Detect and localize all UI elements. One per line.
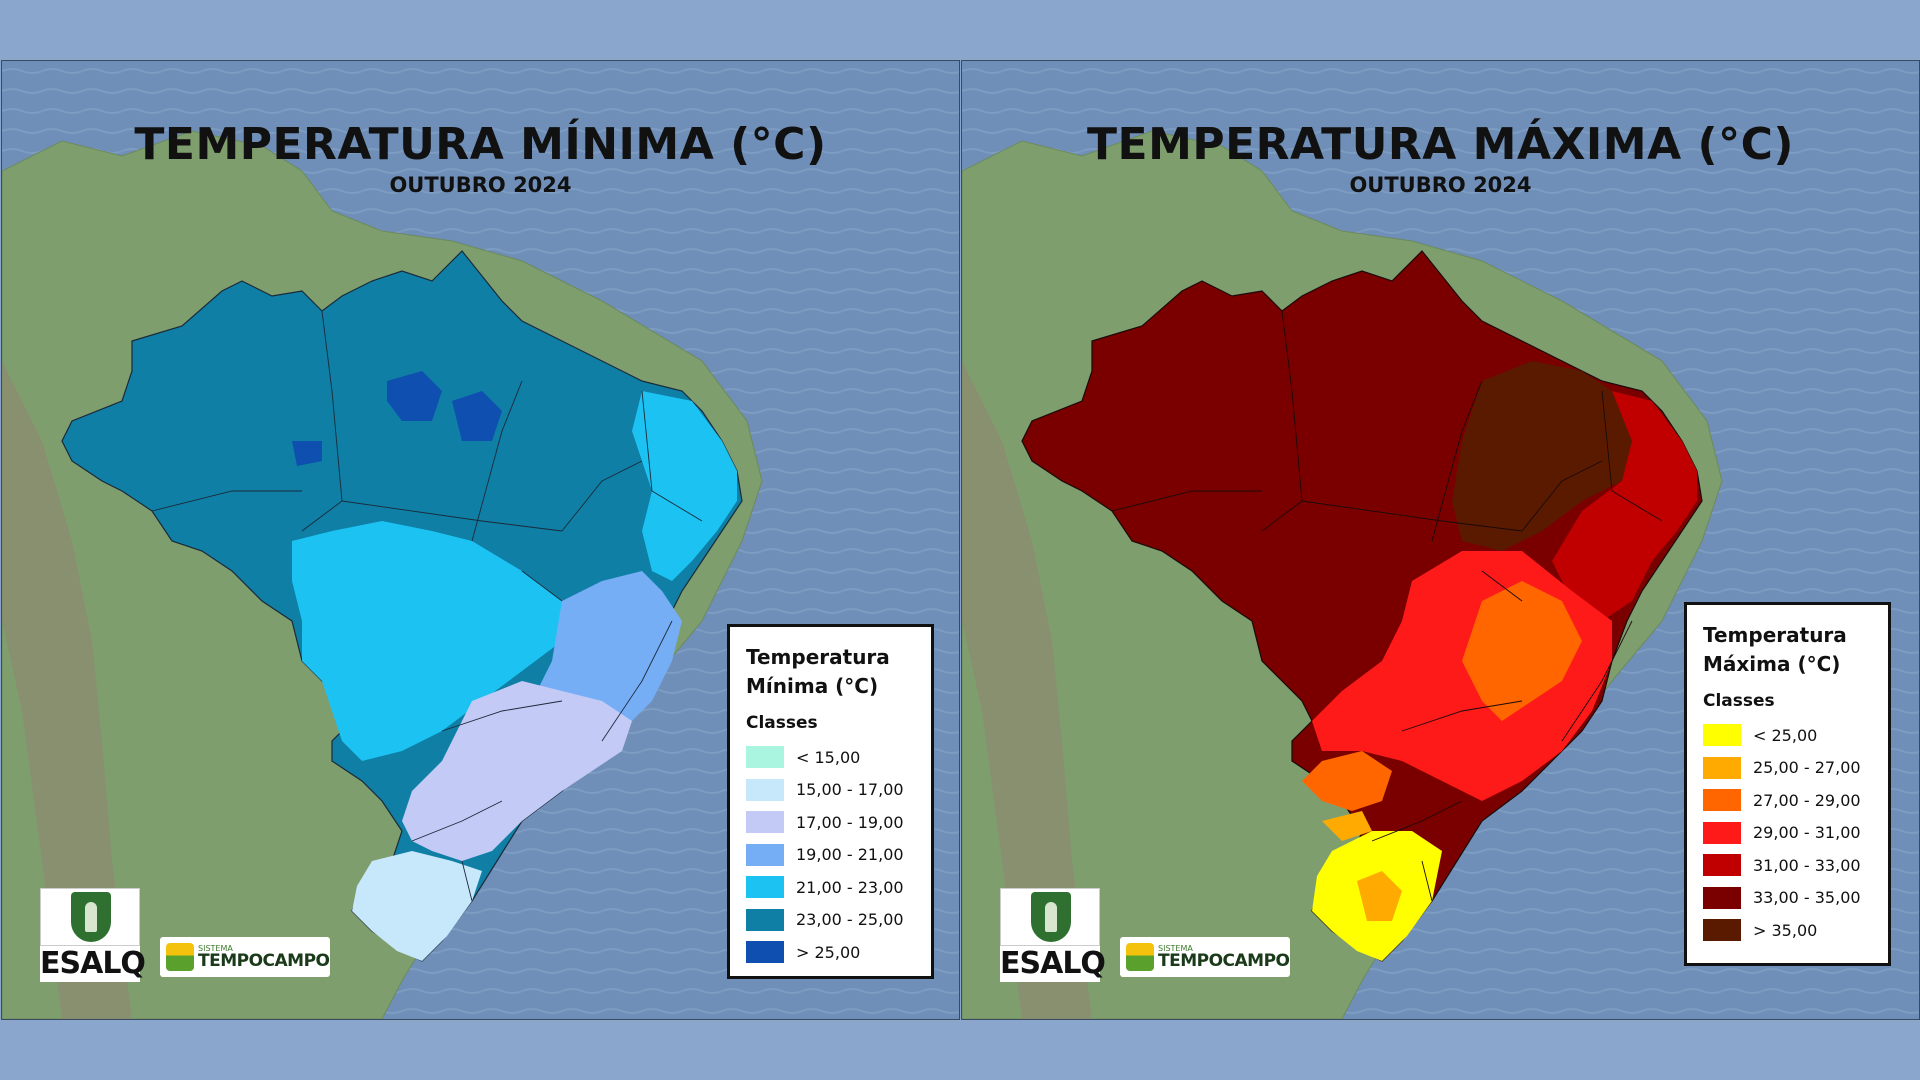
brazil-region — [1357, 871, 1402, 921]
brazil-region — [292, 441, 322, 466]
legend-label: > 25,00 — [796, 942, 861, 962]
legend-item: 21,00 - 23,00 — [746, 871, 915, 904]
legend-swatch — [1703, 724, 1741, 747]
legend-item: < 15,00 — [746, 741, 915, 774]
andes — [2, 361, 132, 1019]
legend-title: Temperatura Máxima (°C) — [1703, 623, 1847, 676]
legend-items: < 15,00 15,00 - 17,00 17,00 - 19,00 19,00 -… — [746, 741, 915, 969]
legend-swatch — [746, 941, 784, 964]
map-legend: Temperatura Mínima (°C) Classes < 15,00 1… — [727, 624, 934, 979]
legend-items: < 25,00 25,00 - 27,00 27,00 - 29,00 29,00 -… — [1703, 719, 1872, 947]
legend-label: 31,00 - 33,00 — [1753, 855, 1861, 875]
legend-item: > 35,00 — [1703, 914, 1872, 947]
tempocampo-logo: SISTEMA TEMPOCAMPO — [1120, 937, 1290, 977]
map-title: TEMPERATURA MÁXIMA (°C) — [1087, 119, 1794, 170]
legend-swatch — [1703, 919, 1741, 942]
brazil-region — [402, 681, 632, 861]
legend-label: 17,00 - 19,00 — [796, 812, 904, 832]
legend-item: 33,00 - 35,00 — [1703, 882, 1872, 915]
tempocampo-big-text: TEMPOCAMPO — [198, 950, 330, 971]
legend-label: 19,00 - 21,00 — [796, 845, 904, 865]
brazil-region — [1302, 751, 1392, 811]
legend-item: 23,00 - 25,00 — [746, 904, 915, 937]
brazil-region — [387, 371, 442, 421]
legend-swatch — [1703, 821, 1741, 844]
legend-label: 23,00 - 25,00 — [796, 910, 904, 930]
legend-label: > 35,00 — [1753, 920, 1818, 940]
state-borders — [151, 310, 703, 902]
legend-swatch — [1703, 789, 1741, 812]
legend-swatch — [1703, 756, 1741, 779]
legend-swatch — [746, 746, 784, 769]
esalq-emblem — [1000, 888, 1100, 946]
map-legend: Temperatura Máxima (°C) Classes < 25,00 2… — [1684, 602, 1891, 966]
legend-label: 21,00 - 23,00 — [796, 877, 904, 897]
tempocampo-small-text: SISTEMA — [1158, 943, 1193, 953]
tempocampo-mark-icon — [166, 943, 194, 971]
esalq-emblem — [40, 888, 140, 946]
legend-swatch — [746, 876, 784, 899]
legend-item: 31,00 - 33,00 — [1703, 849, 1872, 882]
brazil-region — [1322, 811, 1372, 841]
legend-title: Temperatura Mínima (°C) — [746, 645, 890, 698]
legend-label: 25,00 - 27,00 — [1753, 758, 1861, 778]
legend-swatch — [746, 843, 784, 866]
legend-label: 29,00 - 31,00 — [1753, 823, 1861, 843]
legend-item: > 25,00 — [746, 936, 915, 969]
max-temperature-map — [962, 61, 1919, 1019]
legend-swatch — [746, 811, 784, 834]
tempocampo-big-text: TEMPOCAMPO — [1158, 950, 1290, 971]
tempocampo-logo: SISTEMA TEMPOCAMPO — [160, 937, 330, 977]
min-temperature-panel: TEMPERATURA MÍNIMA (°C) OUTUBRO 2024 Tem… — [1, 60, 960, 1020]
legend-swatch — [746, 908, 784, 931]
legend-classes-label: Classes — [1703, 691, 1775, 711]
map-subtitle: OUTUBRO 2024 — [1349, 173, 1532, 197]
legend-item: 25,00 - 27,00 — [1703, 752, 1872, 785]
legend-item: 15,00 - 17,00 — [746, 774, 915, 807]
esalq-logo-text: ESALQ — [40, 946, 146, 982]
esalq-logo-text: ESALQ — [1000, 946, 1106, 982]
legend-item: 17,00 - 19,00 — [746, 806, 915, 839]
legend-item: 19,00 - 21,00 — [746, 839, 915, 872]
tempocampo-small-text: SISTEMA — [198, 943, 233, 953]
legend-item: 27,00 - 29,00 — [1703, 784, 1872, 817]
legend-classes-label: Classes — [746, 713, 818, 733]
legend-item: 29,00 - 31,00 — [1703, 817, 1872, 850]
brazil-region — [632, 391, 737, 581]
min-temperature-map — [2, 61, 959, 1019]
legend-item: < 25,00 — [1703, 719, 1872, 752]
legend-label: 27,00 - 29,00 — [1753, 790, 1861, 810]
max-temperature-panel: TEMPERATURA MÁXIMA (°C) OUTUBRO 2024 Tem… — [961, 60, 1920, 1020]
esalq-logo: ESALQ — [1000, 888, 1106, 982]
legend-swatch — [1703, 886, 1741, 909]
legend-swatch — [1703, 854, 1741, 877]
brazil-region — [1462, 581, 1582, 721]
map-subtitle: OUTUBRO 2024 — [389, 173, 572, 197]
legend-label: < 25,00 — [1753, 725, 1818, 745]
andes — [962, 361, 1092, 1019]
brazil-region — [292, 521, 562, 761]
brazil-region — [352, 851, 482, 961]
esalq-logo: ESALQ — [40, 888, 146, 982]
tempocampo-mark-icon — [1126, 943, 1154, 971]
brazil-region — [452, 391, 502, 441]
legend-label: 15,00 - 17,00 — [796, 780, 904, 800]
state-borders — [1111, 310, 1663, 902]
legend-label: 33,00 - 35,00 — [1753, 888, 1861, 908]
brazil-region — [1452, 361, 1632, 551]
map-title: TEMPERATURA MÍNIMA (°C) — [134, 119, 827, 170]
brazil-region — [1552, 391, 1697, 621]
legend-label: < 15,00 — [796, 747, 861, 767]
legend-swatch — [746, 778, 784, 801]
